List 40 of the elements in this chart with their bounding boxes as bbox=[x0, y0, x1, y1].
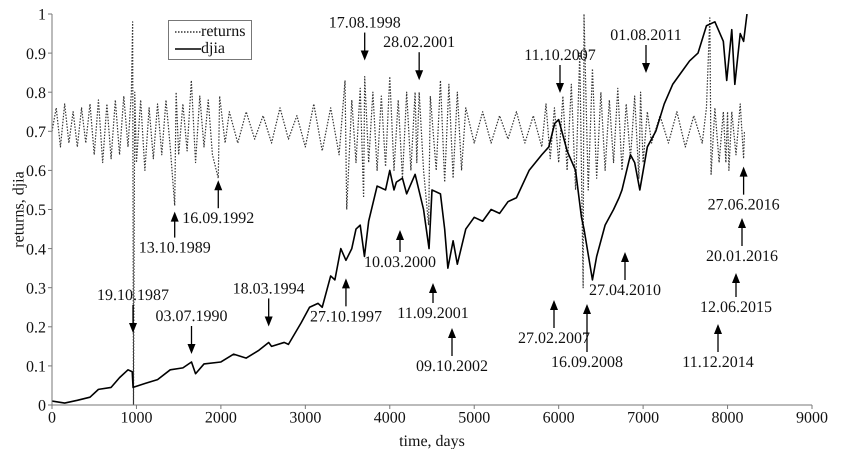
y-tick-label: 0.3 bbox=[26, 280, 46, 298]
annotation: 03.07.1990 bbox=[156, 308, 228, 325]
x-tick-label: 1000 bbox=[120, 409, 152, 426]
y-axis-title: returns, djia bbox=[10, 171, 28, 248]
legend-label: returns bbox=[201, 23, 246, 40]
y-tick-label: 0.2 bbox=[26, 319, 46, 336]
y-tick-label: 0 bbox=[38, 398, 46, 415]
y-tick-label: 1 bbox=[38, 6, 46, 24]
y-tick-label: 0.4 bbox=[26, 241, 46, 258]
annotation: 13.10.1989 bbox=[138, 240, 211, 257]
x-tick-label: 6000 bbox=[542, 409, 575, 426]
annotation: 11.09.2001 bbox=[397, 305, 469, 322]
annotation: 28.02.2001 bbox=[383, 34, 456, 52]
annotation: 11.12.2014 bbox=[682, 354, 754, 371]
x-tick-label: 9000 bbox=[796, 409, 828, 426]
y-tick-label: 0.7 bbox=[26, 124, 46, 141]
y-tick-label: 0.6 bbox=[26, 163, 46, 180]
annotation: 09.10.2002 bbox=[416, 358, 488, 375]
annotation: 17.08.1998 bbox=[328, 14, 401, 32]
y-tick-label: 0.5 bbox=[26, 202, 46, 220]
y-tick-label: 0.9 bbox=[26, 46, 46, 63]
x-tick-label: 2000 bbox=[204, 409, 237, 426]
annotation: 27.06.2016 bbox=[708, 196, 780, 214]
annotation: 27.10.1997 bbox=[310, 308, 382, 326]
annotation: 18.03.1994 bbox=[232, 280, 305, 298]
x-tick-label: 7000 bbox=[627, 409, 660, 426]
annotation: 01.08.2011 bbox=[610, 27, 682, 44]
annotation: 10.03.2000 bbox=[364, 254, 436, 271]
y-tick-label: 0.1 bbox=[26, 358, 46, 376]
annotation: 27.04.2010 bbox=[589, 282, 661, 299]
x-tick-label: 5000 bbox=[458, 409, 490, 426]
annotation: 16.09.1992 bbox=[182, 210, 254, 228]
legend-label: djia bbox=[201, 40, 225, 57]
annotation: 20.01.2016 bbox=[706, 248, 778, 265]
annotation: 12.06.2015 bbox=[700, 299, 772, 316]
x-tick-label: 8000 bbox=[712, 409, 744, 426]
y-tick-label: 0.8 bbox=[26, 84, 46, 102]
x-tick-label: 4000 bbox=[374, 409, 406, 426]
annotation: 16.09.2008 bbox=[551, 354, 623, 371]
x-tick-label: 3000 bbox=[289, 409, 322, 426]
